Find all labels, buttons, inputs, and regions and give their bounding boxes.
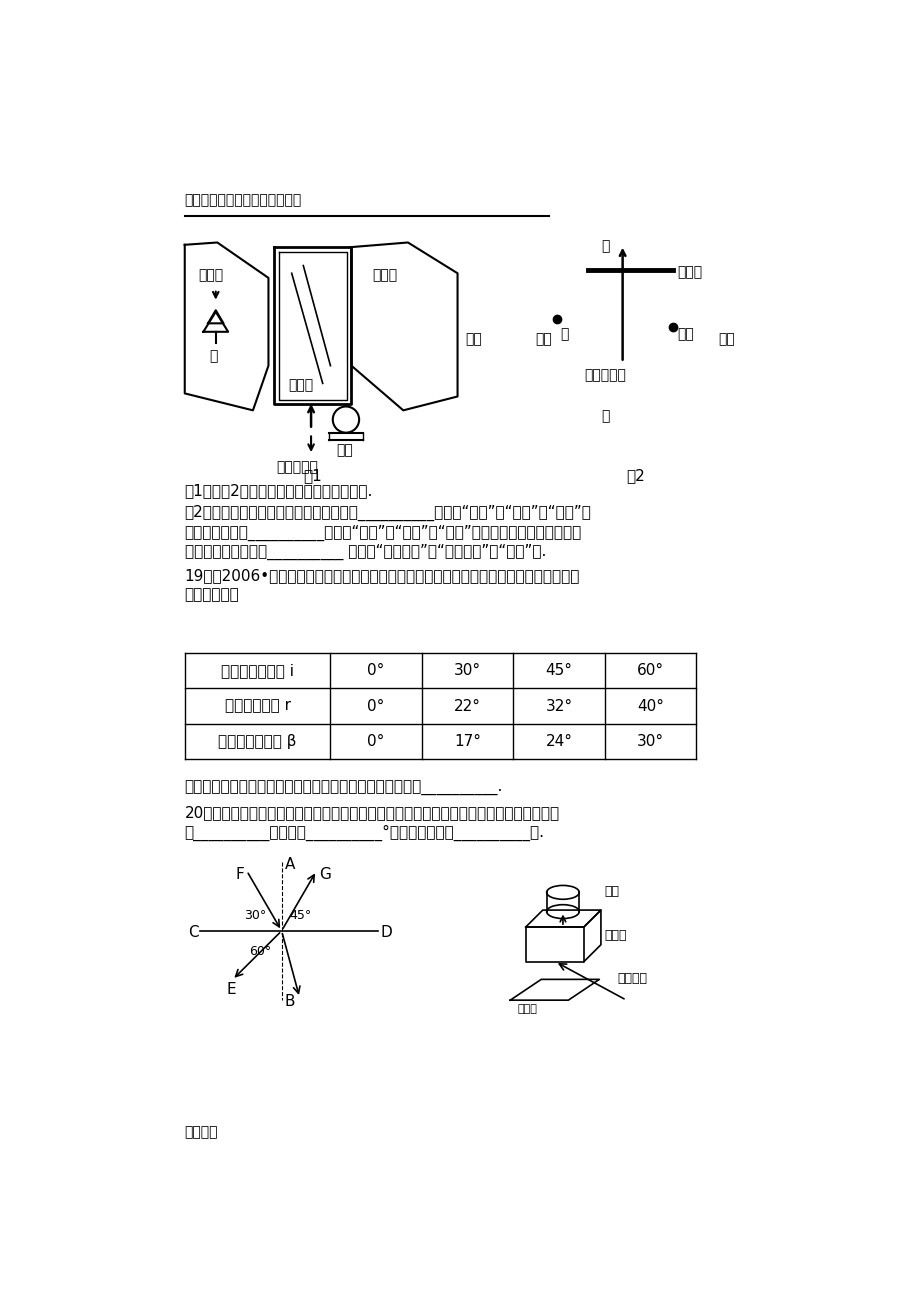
Text: 60°: 60° [636, 663, 664, 678]
Text: 空气中的入射角 i: 空气中的入射角 i [221, 663, 294, 678]
Text: （1）在图2中画出此时刻树在玻璃板中的像.: （1）在图2中画出此时刻树在玻璃板中的像. [185, 483, 373, 499]
Text: 左侧: 左侧 [535, 332, 551, 346]
Text: 左侧翅: 左侧翅 [199, 268, 223, 283]
Text: 分析表格中的数据，你肯定能得出一些规律，请写出一条：__________.: 分析表格中的数据，你肯定能得出一些规律，请写出一条：__________. [185, 781, 503, 796]
Text: 乘客: 乘客 [335, 444, 352, 457]
Text: 30°: 30° [244, 909, 267, 922]
Text: 60°: 60° [249, 945, 271, 958]
Text: （2）车前进过程，树在玻璃板中像的大小__________（选择“变大”、“不变”、“变小”）: （2）车前进过程，树在玻璃板中像的大小__________（选择“变大”、“不变… [185, 505, 591, 521]
Text: 图1: 图1 [303, 469, 322, 483]
Text: 是__________，反射角__________°，玻璃在界面的__________侧.: 是__________，反射角__________°，玻璃在界面的_______… [185, 824, 544, 841]
Text: 45°: 45° [289, 909, 312, 922]
Text: 17°: 17° [454, 734, 481, 749]
Text: F: F [235, 867, 244, 881]
Text: B: B [284, 993, 295, 1009]
Text: 24°: 24° [545, 734, 572, 749]
Text: 30°: 30° [454, 663, 481, 678]
Text: 40°: 40° [636, 698, 664, 713]
Text: 20．如图所示，一束光在空气和玻璃两种介质的界面上同时发生反射和折射，其中折射光线: 20．如图所示，一束光在空气和玻璃两种介质的界面上同时发生反射和折射，其中折射光… [185, 806, 560, 820]
Text: 右侧: 右侧 [717, 332, 734, 346]
Text: 0°: 0° [367, 698, 384, 713]
Text: 扫描镜: 扫描镜 [604, 928, 626, 941]
Text: 32°: 32° [545, 698, 572, 713]
Text: 22°: 22° [454, 698, 481, 713]
Text: 0°: 0° [367, 663, 384, 678]
Text: A: A [284, 857, 295, 872]
Text: 玻璃中的折射角 β: 玻璃中的折射角 β [218, 734, 297, 749]
Text: 入射光线: 入射光线 [617, 971, 646, 984]
Text: 车行驶方向: 车行驶方向 [584, 368, 625, 381]
Text: 左侧: 左侧 [465, 332, 482, 346]
Text: 车行驶方向: 车行驶方向 [276, 461, 318, 474]
Text: 学习资料: 学习资料 [185, 1125, 218, 1139]
Text: 树: 树 [210, 349, 218, 363]
Text: 水中的折射角 r: 水中的折射角 r [224, 698, 290, 713]
Text: E: E [226, 982, 235, 997]
Text: 镜组: 镜组 [604, 885, 618, 898]
Text: 19．（2006•济宁）某实验小组在探究光的折射规律时，将光从空气分别射入水和玻璃，测: 19．（2006•济宁）某实验小组在探究光的折射规律时，将光从空气分别射入水和玻… [185, 568, 580, 583]
Text: 后: 后 [601, 409, 609, 423]
Text: 图2: 图2 [626, 469, 644, 483]
Text: 玻璃板: 玻璃板 [289, 378, 313, 392]
Text: C: C [188, 924, 199, 940]
Text: 右侧翅: 右侧翅 [372, 268, 397, 283]
Text: D: D [380, 924, 392, 940]
Text: 玻璃板: 玻璃板 [676, 264, 701, 279]
Text: G: G [319, 867, 330, 881]
Text: 0°: 0° [367, 734, 384, 749]
Text: 树: 树 [560, 327, 568, 341]
Text: 扫描镜: 扫描镜 [517, 1004, 538, 1014]
Text: 眼睛: 眼睛 [676, 327, 693, 341]
Text: ，与乘客的距离__________（选择“变大”、“不变”、“变小”）；该乘客以玻璃板内树的: ，与乘客的距离__________（选择“变大”、“不变”、“变小”）；该乘客以… [185, 525, 582, 540]
Text: 像为参照物，觉得车__________ （选择“向前运动”、“向后运动”、“静止”）.: 像为参照物，觉得车__________ （选择“向前运动”、“向后运动”、“静止… [185, 543, 546, 560]
Text: 学习资料收集于网络，仅供参考: 学习资料收集于网络，仅供参考 [185, 193, 301, 207]
Text: 前: 前 [601, 240, 609, 254]
Text: 45°: 45° [545, 663, 572, 678]
Text: 30°: 30° [636, 734, 664, 749]
Text: 得数据如下表: 得数据如下表 [185, 587, 239, 603]
